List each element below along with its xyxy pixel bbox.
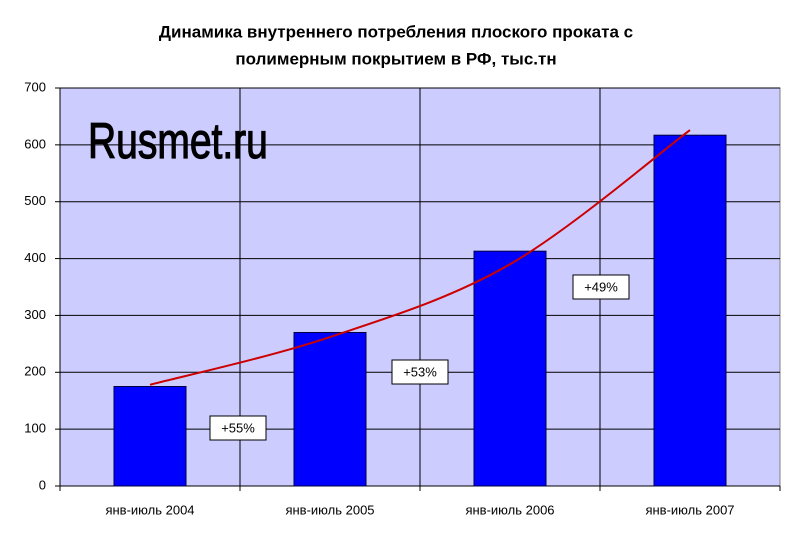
- y-tick-label: 200: [24, 364, 46, 379]
- chart-title: Динамика внутреннего потребления плоског…: [159, 22, 633, 41]
- y-tick-label: 100: [24, 421, 46, 436]
- x-tick-label: янв-июль 2005: [285, 502, 374, 517]
- x-tick-label: янв-июль 2006: [465, 502, 554, 517]
- annotation: +49%: [584, 279, 618, 294]
- annotation: +53%: [403, 364, 437, 379]
- y-tick-label: 500: [24, 193, 46, 208]
- y-tick-label: 700: [24, 79, 46, 94]
- y-tick-label: 0: [39, 477, 46, 492]
- annotation-box: [572, 274, 630, 300]
- chart-title: полимерным покрытием в РФ, тыс.тн: [235, 49, 556, 68]
- trend-line: [149, 129, 691, 386]
- x-tick-label: янв-июль 2004: [105, 502, 194, 517]
- watermark: Rusmet.ru: [88, 112, 268, 169]
- bar: [473, 250, 547, 487]
- y-tick-label: 600: [24, 136, 46, 151]
- bar: [113, 386, 187, 487]
- y-tick-label: 400: [24, 250, 46, 265]
- annotation-box: [209, 415, 267, 441]
- annotation-box: [391, 359, 449, 385]
- x-tick-label: янв-июль 2007: [645, 502, 734, 517]
- bar: [653, 134, 727, 487]
- bar: [293, 331, 367, 487]
- y-tick-label: 300: [24, 307, 46, 322]
- annotation: +55%: [221, 420, 255, 435]
